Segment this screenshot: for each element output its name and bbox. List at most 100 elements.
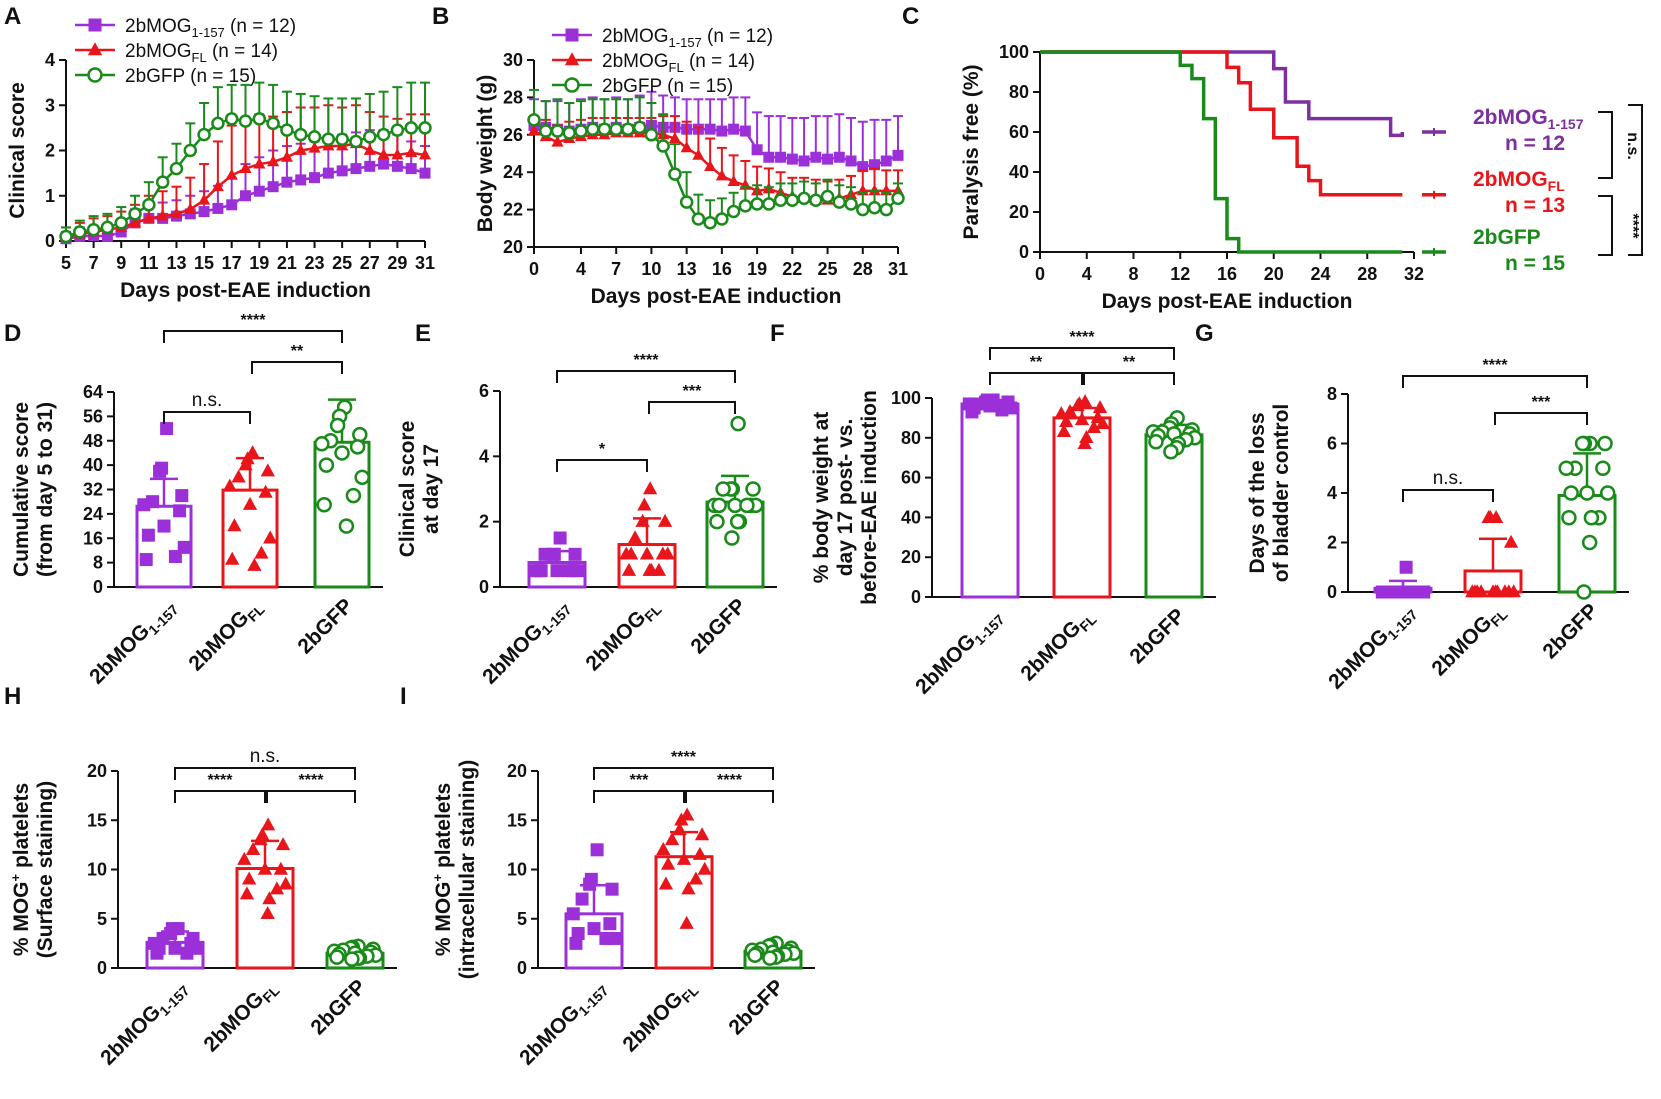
category-label: 2bMOGFL [618, 975, 702, 1059]
bar-group-gfp [705, 415, 765, 589]
x-tick-label: 4 [1082, 264, 1092, 284]
data-point [169, 161, 184, 176]
data-point [681, 881, 696, 895]
x-tick-label: 0 [529, 259, 539, 279]
sig-label: *** [683, 383, 702, 400]
sig-bracket [556, 459, 648, 472]
data-point [273, 861, 289, 875]
data-point [583, 877, 597, 891]
data-point [263, 530, 278, 544]
y-axis-title: % body weight at [810, 412, 833, 584]
x-tick-label: 25 [332, 253, 352, 273]
category-label: 2bMOGFL [184, 594, 268, 678]
data-point [404, 121, 418, 135]
series-label-sub: 1-157 [1548, 116, 1584, 132]
sig-label: *** [630, 772, 649, 789]
data-point [222, 478, 237, 492]
data-point [642, 562, 657, 576]
data-point [335, 132, 349, 146]
data-point [197, 127, 211, 142]
data-point [1077, 435, 1092, 449]
y-tick-label: 4 [45, 50, 55, 70]
data-point [352, 426, 368, 443]
sig-bracket [1494, 412, 1588, 425]
data-point [378, 158, 390, 170]
bar-group-mogfl [1463, 509, 1523, 598]
data-point [715, 481, 731, 497]
panel-H-chart: 0 5 10 15 20 2bMOG1-157 2bMOGFL 2bGFP n.s. **** **… [8, 746, 397, 1070]
data-point [156, 209, 169, 221]
data-point [376, 127, 391, 142]
category-sub: 1-157 [971, 611, 1008, 648]
x-tick-label: 4 [576, 259, 586, 279]
bar-group-gfp [743, 935, 803, 970]
bar-group-mog157 [1373, 560, 1433, 599]
y-axis-title: (intracellular staining) [456, 760, 479, 979]
data-point [1576, 584, 1592, 600]
x-tick-label: 23 [305, 253, 325, 273]
y-tick-label: 40 [1009, 162, 1029, 182]
y-title-tail: platelets [432, 783, 455, 874]
data-point [128, 207, 142, 221]
y-title-sup: + [430, 873, 445, 881]
y-tick-label: 16 [83, 528, 103, 548]
data-point [1396, 585, 1410, 599]
category-main: 2bMOG [199, 987, 268, 1056]
legend-sub: FL [192, 50, 207, 65]
data-point [637, 497, 652, 511]
data-point [1163, 443, 1179, 460]
data-point [711, 497, 727, 514]
panel-letter-E: E [415, 320, 431, 347]
data-point [349, 134, 363, 149]
data-point [260, 817, 276, 831]
data-point [418, 121, 432, 135]
sig-label: ** [291, 343, 304, 360]
x-tick-label: 12 [1170, 264, 1190, 284]
x-tick-label: 7 [89, 253, 99, 273]
y-tick-label: 0 [1019, 242, 1029, 262]
bar-group-mog157 [960, 393, 1020, 599]
data-point [609, 122, 623, 136]
data-point [260, 463, 275, 477]
survival-line-mogfl [1040, 50, 1403, 197]
data-point [160, 422, 174, 436]
data-point [664, 832, 680, 846]
x-axis-title: Days post-EAE induction [591, 285, 842, 308]
legend-marker [564, 52, 580, 66]
y-tick-label: 32 [83, 480, 103, 500]
series-gfp [527, 88, 905, 230]
data-point [1058, 414, 1074, 428]
category-main: 2bGFP [306, 975, 370, 1039]
data-point [1558, 460, 1575, 476]
data-point [590, 843, 604, 857]
data-point [691, 212, 706, 226]
data-point [364, 160, 376, 172]
data-point [354, 469, 370, 486]
legend-marker [87, 42, 103, 56]
sig-label: **** [717, 772, 743, 789]
data-point [153, 464, 167, 478]
category-label: 2bMOGFL [199, 975, 283, 1059]
category-label: 2bGFP [306, 975, 370, 1039]
data-point [237, 851, 252, 865]
data-point [727, 174, 740, 186]
x-tick-label: 16 [712, 259, 732, 279]
data-point [419, 167, 431, 179]
data-point [1561, 510, 1577, 526]
data-point [621, 562, 637, 576]
x-tick-label: 9 [116, 253, 126, 273]
x-tick-label: 17 [222, 253, 242, 273]
y-tick-label: 3 [45, 95, 55, 115]
x-tick-label: 5 [61, 253, 71, 273]
data-point [100, 220, 115, 235]
sig-bracket [1598, 195, 1613, 256]
category-label: 2bGFP [686, 594, 750, 658]
data-point [391, 160, 403, 172]
legend-marker [564, 77, 580, 93]
legend-marker [565, 28, 579, 42]
data-point [212, 202, 224, 214]
series-label-main: 2bMOG [1473, 168, 1548, 191]
data-point [562, 564, 576, 578]
sig-bracket [1598, 111, 1613, 179]
